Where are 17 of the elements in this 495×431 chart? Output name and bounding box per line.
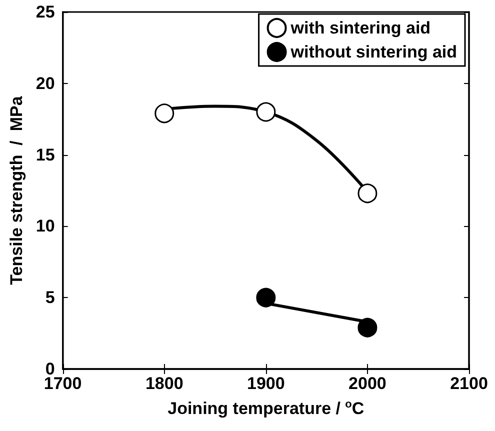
point bbox=[256, 288, 276, 308]
point bbox=[358, 318, 378, 338]
legend-label: without sintering aid bbox=[290, 42, 458, 62]
x-tick-label: 1800 bbox=[145, 374, 184, 393]
y-tick-label: 20 bbox=[36, 74, 55, 93]
x-tick-label: 2000 bbox=[348, 374, 386, 393]
y-tick-label: 15 bbox=[36, 145, 55, 164]
x-tick-label: 1900 bbox=[246, 374, 285, 393]
point bbox=[256, 102, 276, 122]
y-tick-label: 10 bbox=[36, 216, 55, 236]
y-axis-title: Tensile strength / MPa bbox=[7, 96, 26, 285]
y-tick-label: 25 bbox=[36, 2, 55, 22]
x-tick-label: 2100 bbox=[450, 374, 488, 393]
point bbox=[154, 104, 174, 124]
y-tick-label: 5 bbox=[45, 288, 55, 308]
legend-label: with sintering aid bbox=[290, 18, 431, 38]
point bbox=[358, 184, 378, 204]
